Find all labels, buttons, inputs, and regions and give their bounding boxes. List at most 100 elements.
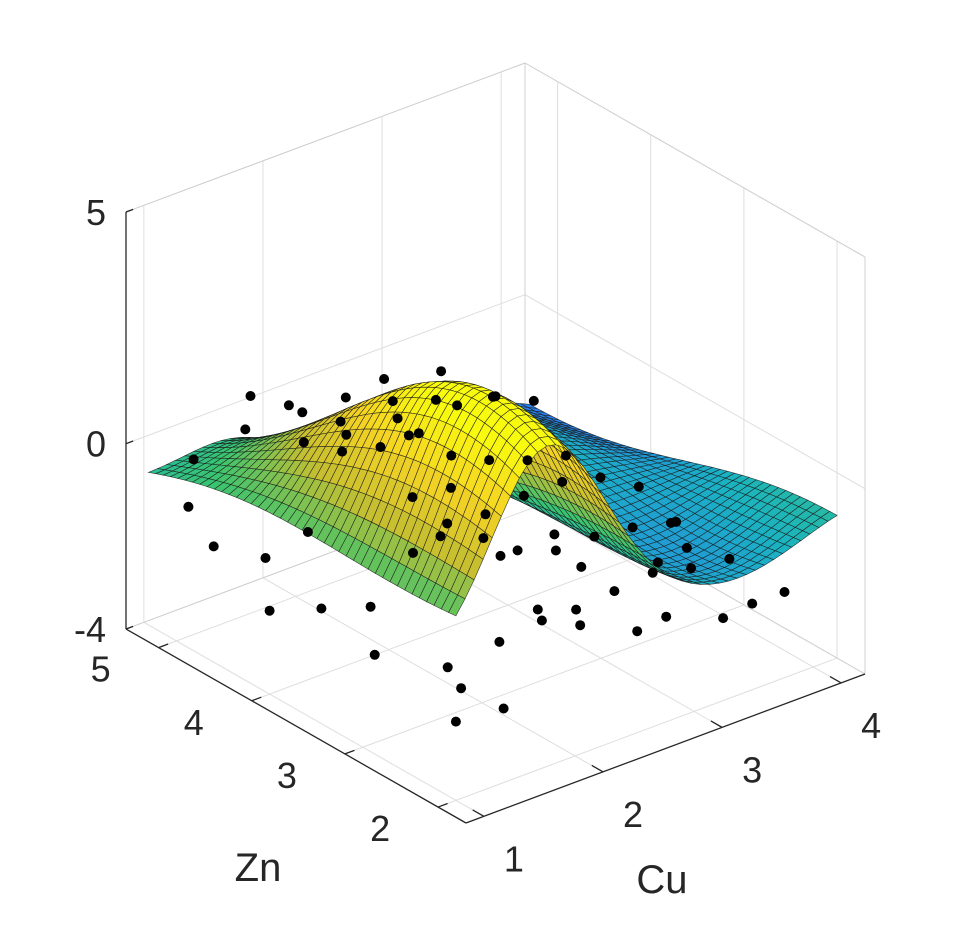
data-point xyxy=(297,407,308,418)
points-layer xyxy=(183,366,790,727)
z-tick xyxy=(125,625,134,630)
y-tick-label: 3 xyxy=(277,755,297,796)
z-tick xyxy=(125,208,134,213)
data-point xyxy=(413,428,424,439)
x-tick-label: 2 xyxy=(623,794,643,835)
data-point xyxy=(369,649,380,660)
data-point xyxy=(452,400,463,411)
data-point xyxy=(442,518,453,529)
y-tick xyxy=(344,749,355,755)
z-tick xyxy=(125,440,134,445)
data-point xyxy=(512,545,523,556)
data-point xyxy=(445,482,456,493)
data-point xyxy=(442,662,453,673)
y-tick-label: 4 xyxy=(184,702,204,743)
data-point xyxy=(487,391,498,402)
data-point xyxy=(595,472,606,483)
data-point xyxy=(528,395,539,406)
data-point xyxy=(576,561,587,572)
y-tick-label: 5 xyxy=(91,649,111,690)
z-tick-label: 5 xyxy=(86,192,106,233)
data-point xyxy=(627,522,638,533)
data-point xyxy=(681,542,692,553)
data-point xyxy=(365,601,376,612)
data-point xyxy=(494,636,505,647)
data-point xyxy=(589,531,600,542)
grid-line xyxy=(344,604,745,755)
data-point xyxy=(522,455,533,466)
data-point xyxy=(260,553,271,563)
y-tick xyxy=(158,643,169,649)
data-point xyxy=(632,626,643,637)
data-point xyxy=(536,615,547,626)
data-point xyxy=(747,598,758,609)
data-point xyxy=(188,454,199,465)
data-point xyxy=(379,374,390,384)
y-tick xyxy=(251,696,262,702)
data-point xyxy=(392,413,403,424)
data-point xyxy=(480,509,491,520)
data-point xyxy=(302,527,313,537)
x-tick xyxy=(472,809,485,817)
x-tick xyxy=(710,720,723,728)
data-point xyxy=(430,394,441,405)
x-tick-label: 1 xyxy=(504,838,524,879)
data-point xyxy=(498,703,509,714)
data-point xyxy=(341,429,352,440)
data-point xyxy=(557,476,568,487)
grid-line xyxy=(524,294,866,490)
grid-line xyxy=(143,621,485,817)
data-point xyxy=(456,683,467,694)
surface-patch xyxy=(448,594,466,617)
data-point xyxy=(375,442,386,452)
data-point xyxy=(435,531,446,542)
x-tick-label: 3 xyxy=(742,749,762,790)
label-layer: Cu Zn xyxy=(235,846,688,902)
data-point xyxy=(661,611,672,622)
data-point xyxy=(671,516,682,527)
box-edge xyxy=(524,62,866,258)
data-point xyxy=(283,400,294,411)
data-point xyxy=(575,620,586,631)
data-point xyxy=(245,391,256,401)
y-tick-label: 2 xyxy=(370,808,390,849)
data-point xyxy=(340,392,351,403)
y-axis-line xyxy=(125,628,467,824)
data-point xyxy=(208,541,219,552)
data-point xyxy=(779,587,790,597)
data-point xyxy=(298,437,309,448)
grid-line xyxy=(437,657,838,808)
data-point xyxy=(408,547,418,558)
grid-line xyxy=(251,551,651,702)
data-point xyxy=(335,416,346,427)
data-point xyxy=(484,455,495,466)
data-point xyxy=(550,545,561,556)
data-point xyxy=(316,603,327,614)
data-point xyxy=(571,604,582,615)
surface-layer xyxy=(147,380,838,617)
data-point xyxy=(724,553,735,564)
x-tick xyxy=(829,675,842,684)
data-point xyxy=(495,550,506,561)
data-point xyxy=(478,533,489,544)
x-tick xyxy=(591,764,604,773)
x-tick-label: 4 xyxy=(861,705,881,746)
data-point xyxy=(337,446,348,457)
z-tick-label: 0 xyxy=(86,424,106,465)
data-point xyxy=(718,613,729,624)
box-edge xyxy=(125,62,526,213)
y-tick xyxy=(437,802,448,808)
data-point xyxy=(549,529,560,540)
data-point xyxy=(264,605,275,616)
data-point xyxy=(686,563,697,574)
data-point xyxy=(609,586,620,597)
grid-line xyxy=(262,577,604,773)
data-point xyxy=(403,430,414,441)
x-axis-label: Cu xyxy=(636,858,687,902)
data-point xyxy=(647,567,658,578)
data-point xyxy=(436,366,447,377)
x-axis-line xyxy=(465,673,866,824)
z-tick-label: -4 xyxy=(74,609,106,650)
